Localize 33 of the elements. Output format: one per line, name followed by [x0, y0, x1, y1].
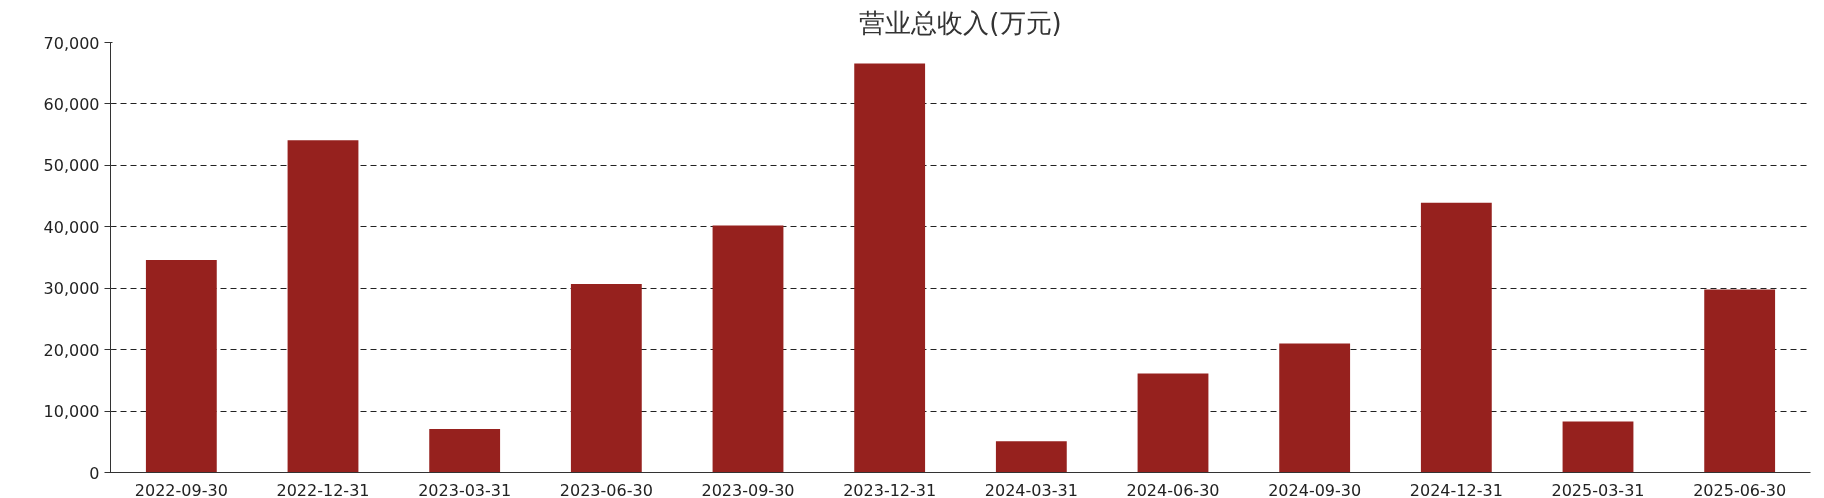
y-tick-label: 20,000	[43, 340, 100, 360]
x-tick-label: 2023-12-31	[843, 480, 937, 498]
bar	[429, 428, 501, 473]
x-tick-label: 2024-09-30	[1268, 480, 1362, 498]
bar	[1704, 289, 1776, 473]
x-tick-label: 2023-03-31	[418, 480, 512, 498]
x-tick-label: 2022-09-30	[134, 480, 228, 498]
x-tick-label: 2022-12-31	[276, 480, 370, 498]
y-tick-label: 70,000	[43, 33, 100, 53]
x-tick-label: 2024-03-31	[984, 480, 1078, 498]
chart-title: 营业总收入(万元)	[859, 7, 1062, 38]
x-tick-label: 2023-06-30	[559, 480, 653, 498]
bar	[1279, 343, 1351, 473]
bar	[570, 283, 642, 473]
bar	[1137, 373, 1209, 473]
x-tick-label: 2024-12-31	[1409, 480, 1503, 498]
y-tick-label: 10,000	[43, 402, 100, 422]
x-tick-label: 2024-06-30	[1126, 480, 1220, 498]
bar	[712, 225, 784, 473]
bar	[1562, 421, 1634, 473]
y-tick-label: 40,000	[43, 217, 100, 237]
bar	[145, 259, 217, 473]
bar	[995, 441, 1067, 473]
x-tick-label: 2025-03-31	[1551, 480, 1645, 498]
y-tick-label: 50,000	[43, 156, 100, 176]
bar	[854, 63, 926, 473]
x-tick-label: 2025-06-30	[1693, 480, 1787, 498]
y-tick-label: 0	[89, 463, 100, 483]
y-tick-label: 30,000	[43, 279, 100, 299]
y-tick-label: 60,000	[43, 94, 100, 114]
x-tick-label: 2023-09-30	[701, 480, 795, 498]
bar	[1420, 202, 1492, 473]
bar	[287, 140, 359, 473]
